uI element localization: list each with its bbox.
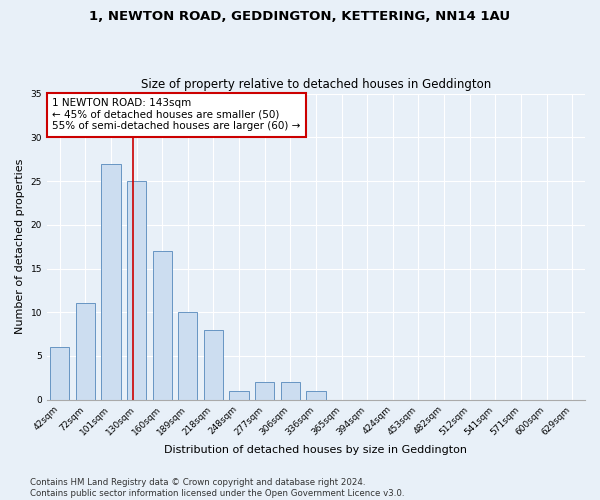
- Bar: [255, 382, 274, 400]
- Bar: [229, 391, 248, 400]
- Bar: [152, 251, 172, 400]
- Bar: [178, 312, 197, 400]
- Bar: [50, 347, 70, 400]
- Bar: [281, 382, 300, 400]
- Bar: [204, 330, 223, 400]
- Bar: [76, 304, 95, 400]
- Text: Contains HM Land Registry data © Crown copyright and database right 2024.
Contai: Contains HM Land Registry data © Crown c…: [30, 478, 404, 498]
- Bar: [307, 391, 326, 400]
- Text: 1 NEWTON ROAD: 143sqm
← 45% of detached houses are smaller (50)
55% of semi-deta: 1 NEWTON ROAD: 143sqm ← 45% of detached …: [52, 98, 301, 132]
- Bar: [101, 164, 121, 400]
- Text: 1, NEWTON ROAD, GEDDINGTON, KETTERING, NN14 1AU: 1, NEWTON ROAD, GEDDINGTON, KETTERING, N…: [89, 10, 511, 23]
- X-axis label: Distribution of detached houses by size in Geddington: Distribution of detached houses by size …: [164, 445, 467, 455]
- Bar: [127, 181, 146, 400]
- Title: Size of property relative to detached houses in Geddington: Size of property relative to detached ho…: [141, 78, 491, 91]
- Y-axis label: Number of detached properties: Number of detached properties: [15, 159, 25, 334]
